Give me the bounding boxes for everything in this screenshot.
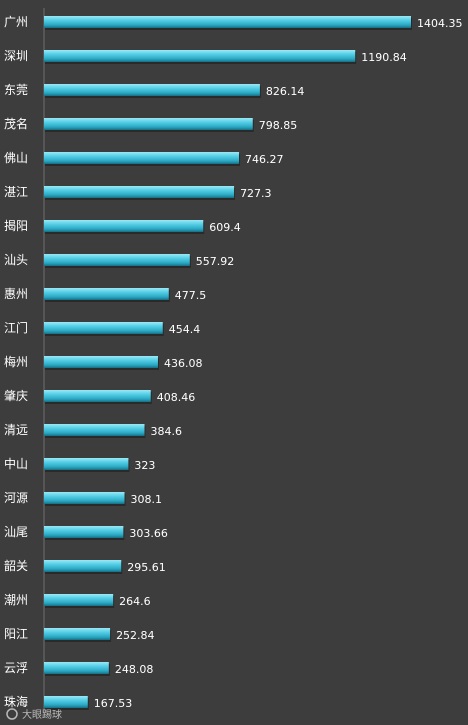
watermark-text: 大眼踢球	[22, 708, 62, 721]
category-label: 深圳	[4, 49, 28, 63]
value-label: 557.92	[196, 255, 235, 268]
value-label: 303.66	[129, 527, 168, 540]
category-label: 河源	[4, 491, 28, 505]
bar	[44, 628, 111, 640]
category-label: 韶关	[4, 558, 28, 573]
value-label: 798.85	[259, 119, 298, 132]
category-label: 中山	[4, 456, 28, 471]
value-label: 323	[134, 459, 155, 472]
category-label: 清远	[4, 423, 28, 437]
category-label: 潮州	[4, 592, 28, 607]
bar	[44, 118, 253, 130]
value-label: 454.4	[169, 323, 201, 336]
category-label: 广州	[4, 15, 28, 29]
category-label: 江门	[4, 320, 28, 335]
bar	[44, 526, 124, 538]
bar	[44, 662, 109, 674]
value-label: 264.6	[119, 595, 151, 608]
category-label: 珠海	[4, 694, 28, 709]
bar	[44, 288, 169, 300]
category-label: 肇庆	[4, 388, 28, 403]
bar	[44, 424, 145, 436]
value-label: 384.6	[151, 425, 183, 438]
value-label: 1190.84	[361, 51, 407, 64]
value-label: 477.5	[175, 289, 207, 302]
value-label: 746.27	[245, 153, 283, 166]
watermark-logo-icon	[6, 708, 18, 720]
bar	[44, 186, 235, 198]
category-label: 阳江	[4, 627, 28, 641]
bar	[44, 492, 125, 504]
value-label: 436.08	[164, 357, 203, 370]
value-label: 308.1	[131, 493, 163, 506]
value-label: 727.3	[240, 187, 271, 200]
category-label: 湛江	[4, 185, 28, 199]
category-label: 揭阳	[4, 218, 28, 233]
bar	[44, 50, 356, 62]
bar	[44, 390, 151, 402]
value-label: 408.46	[157, 391, 196, 404]
bar	[44, 254, 190, 266]
category-label: 东莞	[4, 83, 28, 97]
category-label: 佛山	[4, 151, 28, 165]
bar	[44, 84, 260, 96]
watermark: 大眼踢球	[6, 708, 62, 721]
bar	[44, 560, 122, 572]
bar	[44, 220, 204, 232]
bar	[44, 152, 240, 164]
category-label: 惠州	[4, 287, 28, 301]
value-label: 1404.35	[417, 17, 463, 30]
category-label: 汕头	[4, 253, 28, 267]
value-label: 252.84	[116, 629, 154, 642]
value-label: 826.14	[266, 85, 305, 98]
category-label: 梅州	[4, 354, 28, 369]
category-label: 云浮	[4, 661, 28, 675]
category-label: 汕尾	[4, 525, 28, 539]
bars-group: 广州 1404.35 深圳 1190.84 东莞 826.14 茂名 798.85 佛山 746.…	[4, 15, 463, 710]
bar	[44, 696, 88, 708]
bar	[44, 16, 411, 28]
bar	[44, 594, 114, 606]
bar	[44, 458, 129, 470]
bar	[44, 356, 158, 368]
value-label: 609.4	[209, 221, 241, 234]
value-label: 248.08	[115, 663, 154, 676]
value-label: 167.53	[94, 697, 133, 710]
bar	[44, 322, 163, 334]
category-label: 茂名	[4, 116, 28, 131]
value-label: 295.61	[127, 561, 166, 574]
